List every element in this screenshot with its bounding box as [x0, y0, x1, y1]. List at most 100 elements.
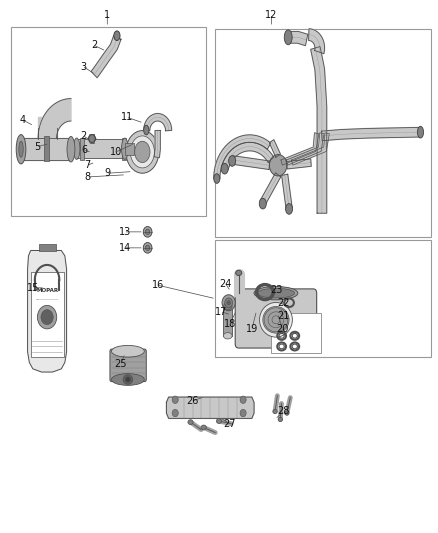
Ellipse shape	[225, 298, 233, 308]
Ellipse shape	[227, 301, 230, 305]
Ellipse shape	[125, 377, 131, 382]
Text: 9: 9	[104, 168, 110, 178]
Circle shape	[172, 396, 178, 403]
Bar	[77, 139, 125, 158]
Ellipse shape	[263, 306, 289, 333]
Text: 5: 5	[34, 142, 40, 151]
Polygon shape	[214, 135, 271, 179]
Ellipse shape	[214, 174, 220, 183]
Ellipse shape	[131, 136, 154, 168]
Bar	[44, 136, 49, 161]
Text: 2: 2	[80, 131, 86, 141]
Text: 21: 21	[278, 311, 290, 320]
Text: 1: 1	[104, 10, 110, 20]
Text: 2: 2	[91, 41, 97, 50]
Circle shape	[240, 409, 246, 417]
Text: MOPAR: MOPAR	[36, 288, 58, 293]
Bar	[31, 272, 64, 357]
Text: 18: 18	[224, 319, 236, 329]
FancyBboxPatch shape	[235, 289, 317, 348]
Ellipse shape	[111, 345, 144, 357]
Ellipse shape	[114, 31, 120, 41]
Bar	[215, 240, 431, 357]
Ellipse shape	[259, 302, 293, 337]
Polygon shape	[269, 140, 280, 157]
Text: 28: 28	[278, 407, 290, 416]
Text: 11: 11	[121, 112, 133, 122]
Ellipse shape	[222, 295, 235, 311]
Ellipse shape	[19, 141, 23, 157]
Ellipse shape	[417, 126, 424, 138]
Ellipse shape	[121, 138, 128, 159]
Text: 13: 13	[119, 227, 131, 237]
Circle shape	[240, 396, 246, 403]
Circle shape	[143, 227, 152, 237]
Polygon shape	[154, 131, 160, 158]
Polygon shape	[221, 142, 274, 170]
Polygon shape	[28, 251, 67, 372]
Text: 12: 12	[265, 10, 278, 20]
Ellipse shape	[67, 136, 75, 162]
Polygon shape	[311, 46, 327, 213]
Polygon shape	[232, 156, 270, 169]
Ellipse shape	[236, 270, 242, 276]
Polygon shape	[281, 133, 319, 165]
Polygon shape	[260, 173, 281, 205]
Ellipse shape	[111, 374, 144, 385]
Text: 8: 8	[85, 172, 91, 182]
Text: 24: 24	[219, 279, 232, 288]
Polygon shape	[321, 127, 420, 141]
Polygon shape	[291, 133, 329, 165]
Text: 27: 27	[224, 419, 236, 429]
Ellipse shape	[285, 411, 289, 415]
Polygon shape	[282, 174, 292, 208]
Polygon shape	[38, 99, 71, 139]
Ellipse shape	[144, 125, 149, 135]
Ellipse shape	[273, 409, 277, 414]
Text: 17: 17	[215, 307, 227, 317]
Text: 16: 16	[152, 280, 164, 290]
Ellipse shape	[123, 375, 133, 384]
Circle shape	[172, 409, 178, 417]
Ellipse shape	[284, 30, 292, 45]
Text: 25: 25	[114, 359, 127, 368]
Text: 26: 26	[187, 396, 199, 406]
Circle shape	[41, 310, 53, 325]
Text: 20: 20	[276, 325, 289, 334]
Text: ___________: ___________	[35, 296, 59, 301]
Text: 10: 10	[110, 147, 122, 157]
Circle shape	[37, 305, 57, 329]
Bar	[271, 313, 321, 353]
Circle shape	[143, 243, 152, 253]
Bar	[39, 244, 56, 251]
Ellipse shape	[88, 134, 95, 142]
Ellipse shape	[278, 417, 283, 422]
Polygon shape	[289, 31, 308, 46]
Ellipse shape	[201, 425, 206, 430]
Text: 14: 14	[119, 243, 131, 253]
Bar	[125, 143, 134, 155]
Ellipse shape	[216, 419, 222, 423]
Circle shape	[145, 245, 150, 251]
Bar	[80, 138, 84, 160]
Polygon shape	[286, 159, 311, 169]
Ellipse shape	[135, 141, 150, 163]
Bar	[215, 29, 431, 237]
Ellipse shape	[229, 156, 236, 166]
Polygon shape	[144, 114, 172, 131]
Ellipse shape	[269, 155, 287, 176]
Ellipse shape	[223, 303, 232, 310]
Polygon shape	[286, 133, 324, 165]
Ellipse shape	[73, 138, 80, 159]
Text: 3: 3	[80, 62, 86, 71]
Text: 15: 15	[27, 283, 39, 293]
Ellipse shape	[126, 131, 159, 173]
Ellipse shape	[257, 288, 294, 298]
Polygon shape	[309, 29, 325, 54]
Polygon shape	[166, 397, 254, 418]
Text: 7: 7	[85, 160, 91, 170]
Bar	[122, 138, 126, 160]
Text: 23: 23	[270, 286, 282, 295]
Ellipse shape	[16, 134, 26, 164]
Ellipse shape	[221, 163, 228, 174]
